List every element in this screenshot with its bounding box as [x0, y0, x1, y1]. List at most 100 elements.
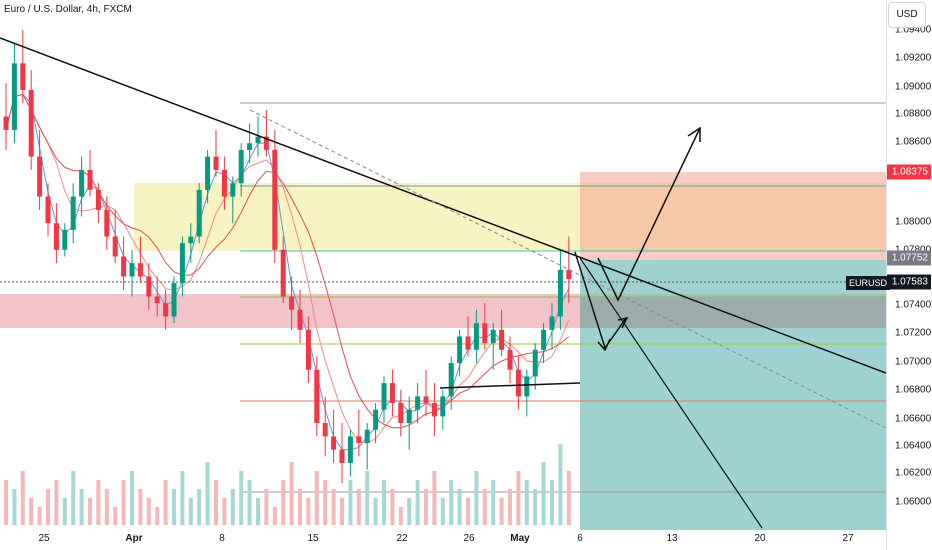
volume-bar	[104, 489, 109, 525]
candle-body	[532, 349, 538, 377]
time-tick-label: 27	[842, 533, 854, 544]
volume-bar	[130, 471, 134, 525]
candle-body	[238, 149, 244, 184]
candle-body	[356, 436, 362, 444]
drop-path	[574, 251, 627, 350]
volume-bar	[474, 471, 479, 525]
volume-bar	[113, 507, 118, 525]
price-tick-label: 1.09000	[895, 81, 932, 93]
candle-body	[297, 309, 303, 330]
volume-bar	[516, 471, 521, 525]
volume-bar	[524, 480, 529, 525]
volume-bar	[365, 471, 370, 525]
price-tick-label: 1.08000	[895, 216, 932, 228]
volume-bar	[205, 462, 210, 525]
candle-body	[415, 396, 421, 410]
volume-bar	[508, 489, 512, 525]
arrow-head	[617, 316, 629, 329]
volume-bar	[37, 507, 42, 525]
volume-bar	[356, 489, 361, 525]
volume-bar	[482, 489, 487, 525]
volume-bar	[491, 480, 496, 525]
volume-bar	[449, 480, 454, 525]
price-tick-label: 1.07200	[895, 327, 932, 339]
volume-bar	[138, 489, 143, 525]
arrow-head	[687, 126, 701, 142]
candle-body	[557, 269, 563, 317]
volume-bar	[20, 471, 25, 525]
candle-body	[431, 403, 437, 417]
trendline	[0, 37, 886, 374]
time-tick-label: 22	[396, 533, 408, 544]
price-tick-label: 1.06800	[895, 384, 932, 396]
candle-body	[163, 303, 169, 317]
volume-bar	[407, 498, 412, 525]
candle-body	[221, 169, 227, 197]
candle-body	[364, 429, 370, 444]
volume-bar	[155, 507, 160, 525]
candle-body	[129, 263, 135, 277]
last-price-label: 1.07583	[887, 274, 931, 290]
time-tick-label: May	[510, 533, 530, 544]
candle-body	[230, 183, 236, 197]
candle-body	[566, 269, 572, 280]
candle-body	[45, 196, 51, 224]
volume-bar	[323, 480, 328, 525]
volume-bar	[550, 480, 554, 525]
candle-body	[171, 283, 177, 317]
volume-bar	[230, 489, 235, 525]
time-tick-label: 25	[38, 533, 50, 544]
time-tick-label: 6	[577, 533, 583, 544]
volume-bar	[281, 480, 286, 525]
price-tick-label: 1.07000	[895, 356, 932, 368]
candle-body	[247, 143, 253, 150]
volume-bar	[54, 480, 59, 525]
arrow-head	[597, 338, 611, 352]
price-tick-label: 1.09200	[895, 52, 932, 64]
candle-body	[53, 223, 59, 250]
volume-bar	[499, 498, 504, 525]
price-axis[interactable]: 1.09400 1.09200 1.09000 1.08800 1.08600 1.080…	[886, 0, 932, 550]
currency-button[interactable]: USD	[888, 2, 926, 28]
candle-body	[339, 449, 345, 464]
volume-bar	[373, 498, 378, 525]
volume-bar	[340, 498, 344, 525]
candle-body	[213, 156, 219, 170]
candle-body	[272, 149, 278, 250]
volume-bar	[163, 480, 168, 525]
candle-body	[490, 329, 496, 344]
time-tick-label: 20	[754, 533, 766, 544]
volume-bar	[188, 498, 193, 525]
projection-line	[579, 257, 763, 529]
price-tick-label: 1.07800	[895, 245, 931, 256]
candle-body	[28, 89, 34, 157]
chart-pane[interactable]	[0, 0, 886, 550]
candle-body	[473, 323, 479, 350]
candle-body	[196, 189, 202, 237]
candle-body	[121, 256, 127, 277]
candle-body	[20, 63, 26, 90]
volume-bar	[96, 480, 101, 525]
volume-bar	[466, 498, 470, 525]
candle-body	[280, 249, 286, 297]
price-chart	[0, 30, 886, 530]
time-tick-label: 15	[307, 533, 319, 544]
candle-body	[398, 403, 404, 424]
volume-bar	[432, 471, 437, 525]
candle-body	[95, 189, 101, 210]
candle-body	[305, 329, 311, 370]
volume-bar	[46, 489, 50, 525]
volume-bar	[566, 471, 571, 525]
volume-bar	[214, 480, 218, 525]
volume-bar	[197, 489, 202, 525]
candle-body	[62, 229, 68, 250]
candle-body	[11, 63, 17, 130]
volume-bar	[222, 498, 227, 525]
candle-body	[112, 236, 118, 257]
rally-path	[597, 127, 701, 302]
volume-bar	[440, 498, 445, 525]
candle-body	[423, 396, 429, 404]
chart-title: Euro / U.S. Dollar, 4h, FXCM	[4, 4, 132, 15]
volume-bar	[289, 462, 294, 525]
candle-body	[515, 369, 521, 397]
